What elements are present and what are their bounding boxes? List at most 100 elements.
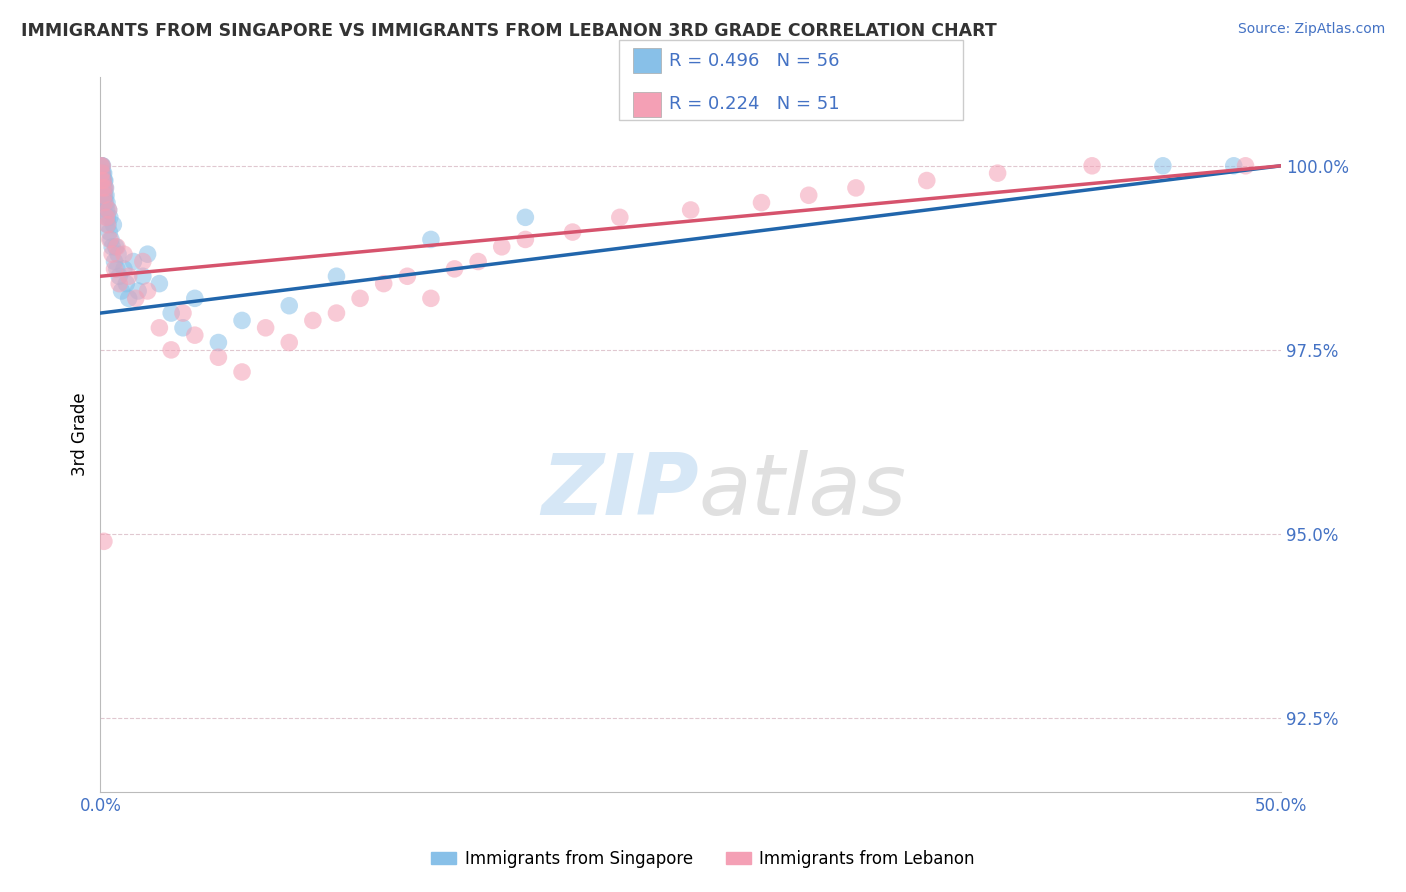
Point: [132, 269, 155, 284]
Point: [118, 291, 141, 305]
Text: R = 0.224   N = 51: R = 0.224 N = 51: [669, 95, 839, 113]
Point: [349, 291, 371, 305]
Y-axis label: 3rd Grade: 3rd Grade: [72, 392, 89, 476]
Point: [90, 159, 112, 173]
Point: [122, 254, 145, 268]
Point: [132, 254, 155, 268]
Point: [108, 277, 131, 291]
Point: [93, 188, 115, 202]
Point: [91, 159, 114, 173]
Point: [515, 211, 537, 225]
Text: ZIP: ZIP: [541, 450, 699, 533]
Point: [110, 284, 132, 298]
Point: [987, 166, 1010, 180]
Text: atlas: atlas: [699, 450, 907, 533]
Point: [207, 351, 229, 365]
Point: [443, 261, 465, 276]
Point: [96, 202, 118, 217]
Point: [125, 291, 148, 305]
Point: [93, 195, 115, 210]
Point: [184, 328, 207, 343]
Point: [91, 181, 114, 195]
Point: [91, 173, 114, 187]
Point: [96, 195, 118, 210]
Point: [160, 343, 183, 357]
Point: [90, 173, 112, 187]
Point: [91, 166, 114, 180]
Point: [112, 247, 135, 261]
Point: [396, 269, 419, 284]
Point: [94, 173, 117, 187]
Point: [107, 247, 129, 261]
Point: [278, 299, 301, 313]
Point: [103, 254, 125, 268]
Point: [105, 261, 128, 276]
Point: [93, 188, 115, 202]
Point: [118, 269, 141, 284]
Point: [515, 232, 537, 246]
Point: [93, 173, 115, 187]
Point: [172, 306, 194, 320]
Point: [98, 225, 121, 239]
Point: [91, 173, 114, 187]
Point: [101, 247, 124, 261]
Point: [184, 291, 207, 305]
Text: Source: ZipAtlas.com: Source: ZipAtlas.com: [1237, 22, 1385, 37]
Point: [93, 195, 115, 210]
Point: [845, 181, 868, 195]
Point: [91, 173, 114, 187]
Point: [148, 320, 170, 334]
Point: [112, 261, 135, 276]
Point: [91, 159, 114, 173]
Legend: Immigrants from Singapore, Immigrants from Lebanon: Immigrants from Singapore, Immigrants fr…: [425, 844, 981, 875]
Point: [98, 232, 121, 246]
Point: [96, 211, 118, 225]
Point: [93, 534, 115, 549]
Point: [100, 232, 122, 246]
Point: [467, 254, 489, 268]
Point: [93, 188, 115, 202]
Point: [108, 269, 131, 284]
Point: [94, 195, 117, 210]
Point: [104, 240, 127, 254]
Point: [419, 232, 441, 246]
Point: [419, 291, 441, 305]
Point: [609, 211, 631, 225]
Point: [751, 195, 773, 210]
Point: [1081, 159, 1104, 173]
Text: R = 0.496   N = 56: R = 0.496 N = 56: [669, 52, 839, 70]
Point: [91, 166, 114, 180]
Point: [97, 202, 120, 217]
Point: [325, 269, 347, 284]
Point: [90, 166, 112, 180]
Point: [207, 335, 229, 350]
Point: [96, 211, 118, 225]
Point: [1222, 159, 1244, 173]
Point: [94, 181, 117, 195]
Point: [90, 166, 112, 180]
Point: [373, 277, 395, 291]
Point: [325, 306, 347, 320]
Point: [90, 159, 112, 173]
Text: IMMIGRANTS FROM SINGAPORE VS IMMIGRANTS FROM LEBANON 3RD GRADE CORRELATION CHART: IMMIGRANTS FROM SINGAPORE VS IMMIGRANTS …: [21, 22, 997, 40]
Point: [94, 181, 117, 195]
Point: [1152, 159, 1174, 173]
Point: [127, 284, 149, 298]
Point: [94, 188, 117, 202]
Point: [231, 365, 253, 379]
Point: [561, 225, 583, 239]
Point: [105, 240, 128, 254]
Point: [97, 202, 120, 217]
Point: [90, 173, 112, 187]
Point: [797, 188, 820, 202]
Point: [115, 277, 138, 291]
Point: [148, 277, 170, 291]
Point: [136, 284, 159, 298]
Point: [136, 247, 159, 261]
Point: [1234, 159, 1257, 173]
Point: [91, 181, 114, 195]
Point: [231, 313, 253, 327]
Point: [302, 313, 325, 327]
Point: [172, 320, 194, 334]
Point: [93, 181, 115, 195]
